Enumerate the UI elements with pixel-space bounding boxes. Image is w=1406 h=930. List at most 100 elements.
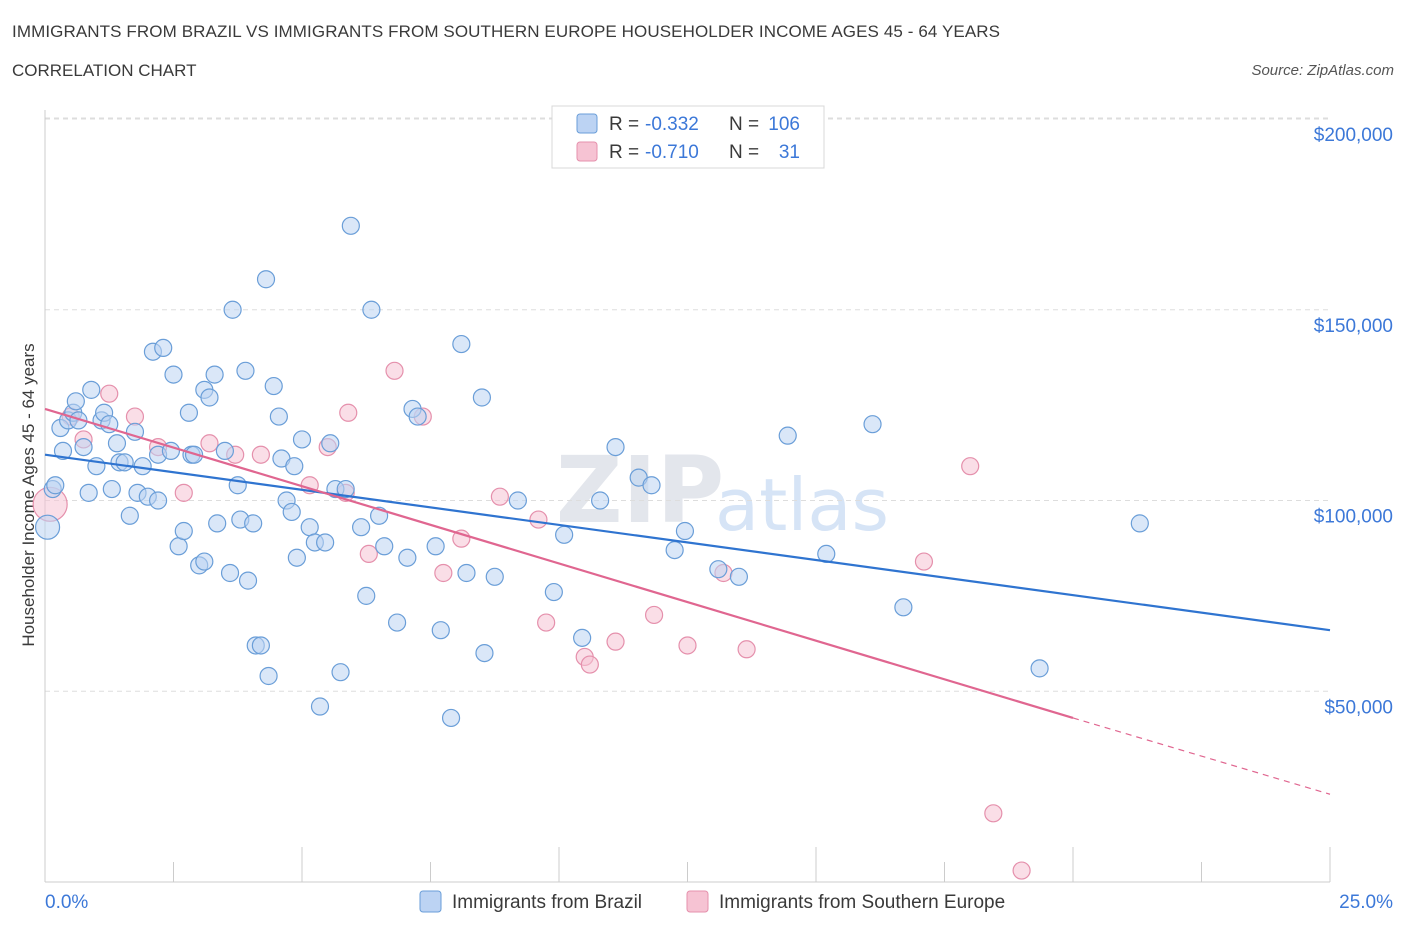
y-axis-label: Householder Income Ages 45 - 64 years <box>19 343 38 646</box>
point-seurope-7 <box>200 434 219 453</box>
point-brazil-73 <box>362 300 381 319</box>
point-brazil-32 <box>174 521 193 541</box>
stats-r-value-seurope: -0.710 <box>645 142 699 163</box>
point-brazil-94 <box>642 476 661 495</box>
point-brazil-10 <box>79 483 98 502</box>
point-brazil-7 <box>66 392 85 411</box>
point-brazil-99 <box>778 426 797 445</box>
point-seurope-26 <box>678 636 697 655</box>
point-brazil-81 <box>431 621 450 640</box>
x-tick-label-0: 0.0% <box>45 892 88 913</box>
trend-line-seurope <box>44 407 1074 720</box>
point-brazil-68 <box>331 663 350 682</box>
point-brazil-61 <box>292 430 312 449</box>
series-southern-europe-points <box>32 361 1031 880</box>
point-brazil-43 <box>220 563 240 583</box>
point-brazil-96 <box>675 521 695 541</box>
chart-title: IMMIGRANTS FROM BRAZIL VS IMMIGRANTS FRO… <box>12 22 1001 41</box>
point-brazil-49 <box>244 514 263 533</box>
point-brazil-86 <box>485 567 504 586</box>
watermark-atlas: atlas <box>715 463 889 547</box>
point-brazil-62 <box>300 518 319 537</box>
point-brazil-58 <box>282 502 301 522</box>
point-seurope-9 <box>251 445 270 464</box>
series-brazil-points <box>34 216 1149 728</box>
point-brazil-85 <box>475 643 494 663</box>
stats-n-value-seurope: 31 <box>779 142 800 163</box>
point-brazil-101 <box>863 415 882 434</box>
point-seurope-15 <box>385 361 404 380</box>
stats-box: R = -0.332 N = 106 R = -0.710 N = 31 <box>551 105 825 169</box>
point-brazil-52 <box>256 270 276 289</box>
point-brazil-30 <box>164 365 183 384</box>
y-tick-label-1: $150,000 <box>1314 316 1393 337</box>
point-seurope-31 <box>984 804 1003 823</box>
point-brazil-77 <box>398 548 417 567</box>
stats-n-value-brazil: 106 <box>768 114 800 135</box>
point-seurope-29 <box>914 552 934 571</box>
legend-label-seurope: Immigrants from Southern Europe <box>719 892 1005 913</box>
point-seurope-13 <box>339 403 358 422</box>
point-brazil-11 <box>82 380 101 399</box>
stats-r-label-seurope: R = <box>609 142 639 163</box>
y-tick-label-2: $100,000 <box>1314 507 1393 528</box>
x-tick-labels: 0.0% 25.0% <box>45 892 1393 913</box>
point-brazil-69 <box>336 479 355 499</box>
point-brazil-72 <box>357 586 376 605</box>
point-brazil-27 <box>148 491 168 510</box>
point-seurope-6 <box>174 483 193 502</box>
point-seurope-32 <box>1012 861 1031 880</box>
legend-label-brazil: Immigrants from Brazil <box>452 892 642 913</box>
point-brazil-42 <box>215 441 234 461</box>
point-brazil-98 <box>729 567 749 586</box>
point-brazil-20 <box>120 506 139 525</box>
point-brazil-87 <box>508 491 527 510</box>
point-seurope-4 <box>125 407 145 426</box>
point-brazil-33 <box>179 403 199 422</box>
point-seurope-23 <box>580 655 599 674</box>
point-brazil-90 <box>573 628 592 647</box>
stats-r-value-brazil: -0.332 <box>645 114 699 135</box>
point-brazil-53 <box>259 666 278 686</box>
chart-subtitle: CORRELATION CHART <box>12 61 197 80</box>
point-brazil-70 <box>341 216 360 235</box>
point-brazil-92 <box>606 437 625 457</box>
point-brazil-60 <box>287 548 306 567</box>
stats-r-label-brazil: R = <box>609 114 639 135</box>
point-brazil-31 <box>169 537 188 556</box>
point-brazil-75 <box>375 537 394 556</box>
point-seurope-28 <box>737 640 756 659</box>
point-brazil-89 <box>555 525 574 544</box>
point-brazil-8 <box>69 411 88 430</box>
point-brazil-44 <box>223 300 242 319</box>
watermark-zip: ZIP <box>556 437 724 544</box>
trend-lines <box>44 407 1331 795</box>
point-brazil-54 <box>264 376 283 396</box>
point-brazil-28 <box>154 338 173 357</box>
point-brazil-88 <box>544 582 563 602</box>
point-brazil-105 <box>472 388 491 407</box>
point-seurope-25 <box>644 605 664 625</box>
point-seurope-14 <box>359 544 378 564</box>
watermark: ZIP atlas <box>556 437 889 547</box>
point-brazil-104 <box>1130 514 1149 533</box>
point-seurope-17 <box>434 563 453 583</box>
point-brazil-16 <box>102 479 121 499</box>
point-brazil-103 <box>1030 659 1049 678</box>
grid-lines <box>45 117 1330 692</box>
point-brazil-95 <box>665 540 684 560</box>
point-brazil-65 <box>316 533 335 552</box>
point-brazil-83 <box>452 334 471 354</box>
point-brazil-102 <box>894 598 913 617</box>
point-seurope-20 <box>529 510 548 529</box>
point-brazil-76 <box>387 613 407 632</box>
x-tick-label-1: 25.0% <box>1339 892 1393 913</box>
point-seurope-19 <box>490 487 509 506</box>
stats-n-label-brazil: N = <box>729 114 759 135</box>
point-seurope-24 <box>606 632 625 651</box>
point-brazil-47 <box>236 361 255 380</box>
point-brazil-21 <box>125 422 145 441</box>
y-tick-label-3: $50,000 <box>1324 697 1393 718</box>
stats-swatch-brazil <box>576 113 598 134</box>
